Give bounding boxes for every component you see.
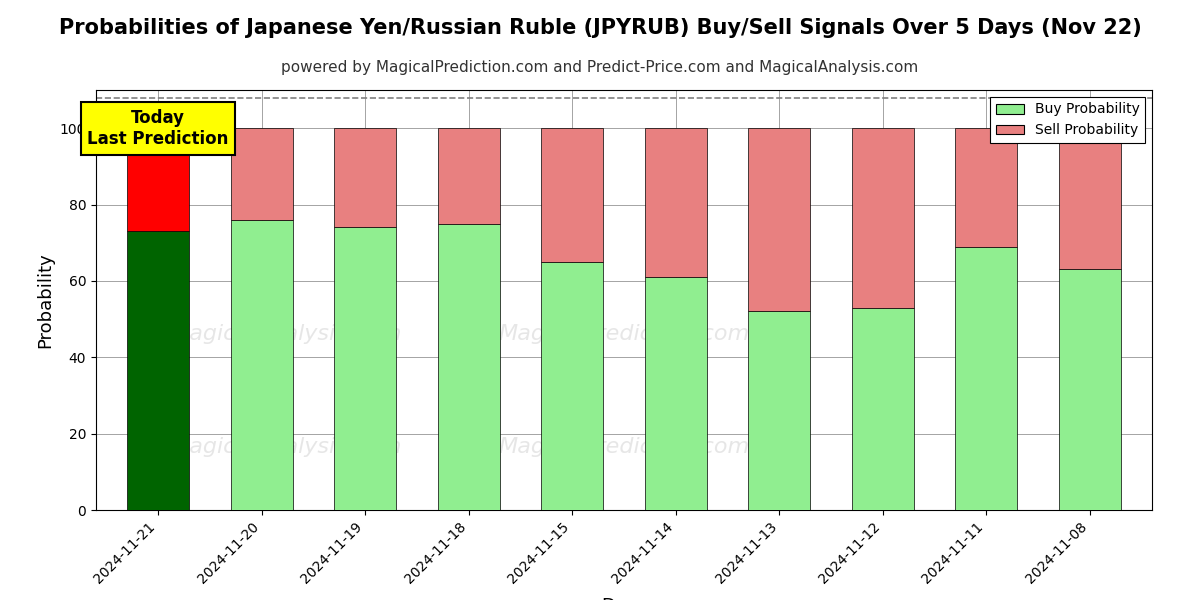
Bar bbox=[334, 227, 396, 510]
Text: MagicalAnalysis.com: MagicalAnalysis.com bbox=[170, 437, 402, 457]
Bar bbox=[852, 128, 914, 308]
Y-axis label: Probability: Probability bbox=[36, 252, 54, 348]
Bar bbox=[230, 220, 293, 510]
Bar bbox=[334, 128, 396, 227]
Bar bbox=[955, 128, 1018, 247]
Bar bbox=[1058, 269, 1121, 510]
Text: Today
Last Prediction: Today Last Prediction bbox=[88, 109, 229, 148]
Text: powered by MagicalPrediction.com and Predict-Price.com and MagicalAnalysis.com: powered by MagicalPrediction.com and Pre… bbox=[281, 60, 919, 75]
Text: MagicalAnalysis.com: MagicalAnalysis.com bbox=[170, 323, 402, 344]
Bar bbox=[955, 247, 1018, 510]
Bar bbox=[127, 231, 190, 510]
Bar bbox=[541, 262, 604, 510]
Bar bbox=[749, 311, 810, 510]
Bar bbox=[749, 128, 810, 311]
Bar bbox=[644, 277, 707, 510]
Text: MagicalPrediction.com: MagicalPrediction.com bbox=[498, 437, 750, 457]
Bar bbox=[438, 224, 499, 510]
Text: Probabilities of Japanese Yen/Russian Ruble (JPYRUB) Buy/Sell Signals Over 5 Day: Probabilities of Japanese Yen/Russian Ru… bbox=[59, 18, 1141, 38]
Legend: Buy Probability, Sell Probability: Buy Probability, Sell Probability bbox=[990, 97, 1145, 143]
Bar bbox=[644, 128, 707, 277]
Bar bbox=[1058, 128, 1121, 269]
Text: MagicalPrediction.com: MagicalPrediction.com bbox=[498, 323, 750, 344]
X-axis label: Days: Days bbox=[601, 598, 647, 600]
Bar bbox=[438, 128, 499, 224]
Bar bbox=[541, 128, 604, 262]
Bar bbox=[230, 128, 293, 220]
Bar bbox=[852, 308, 914, 510]
Bar bbox=[127, 128, 190, 231]
